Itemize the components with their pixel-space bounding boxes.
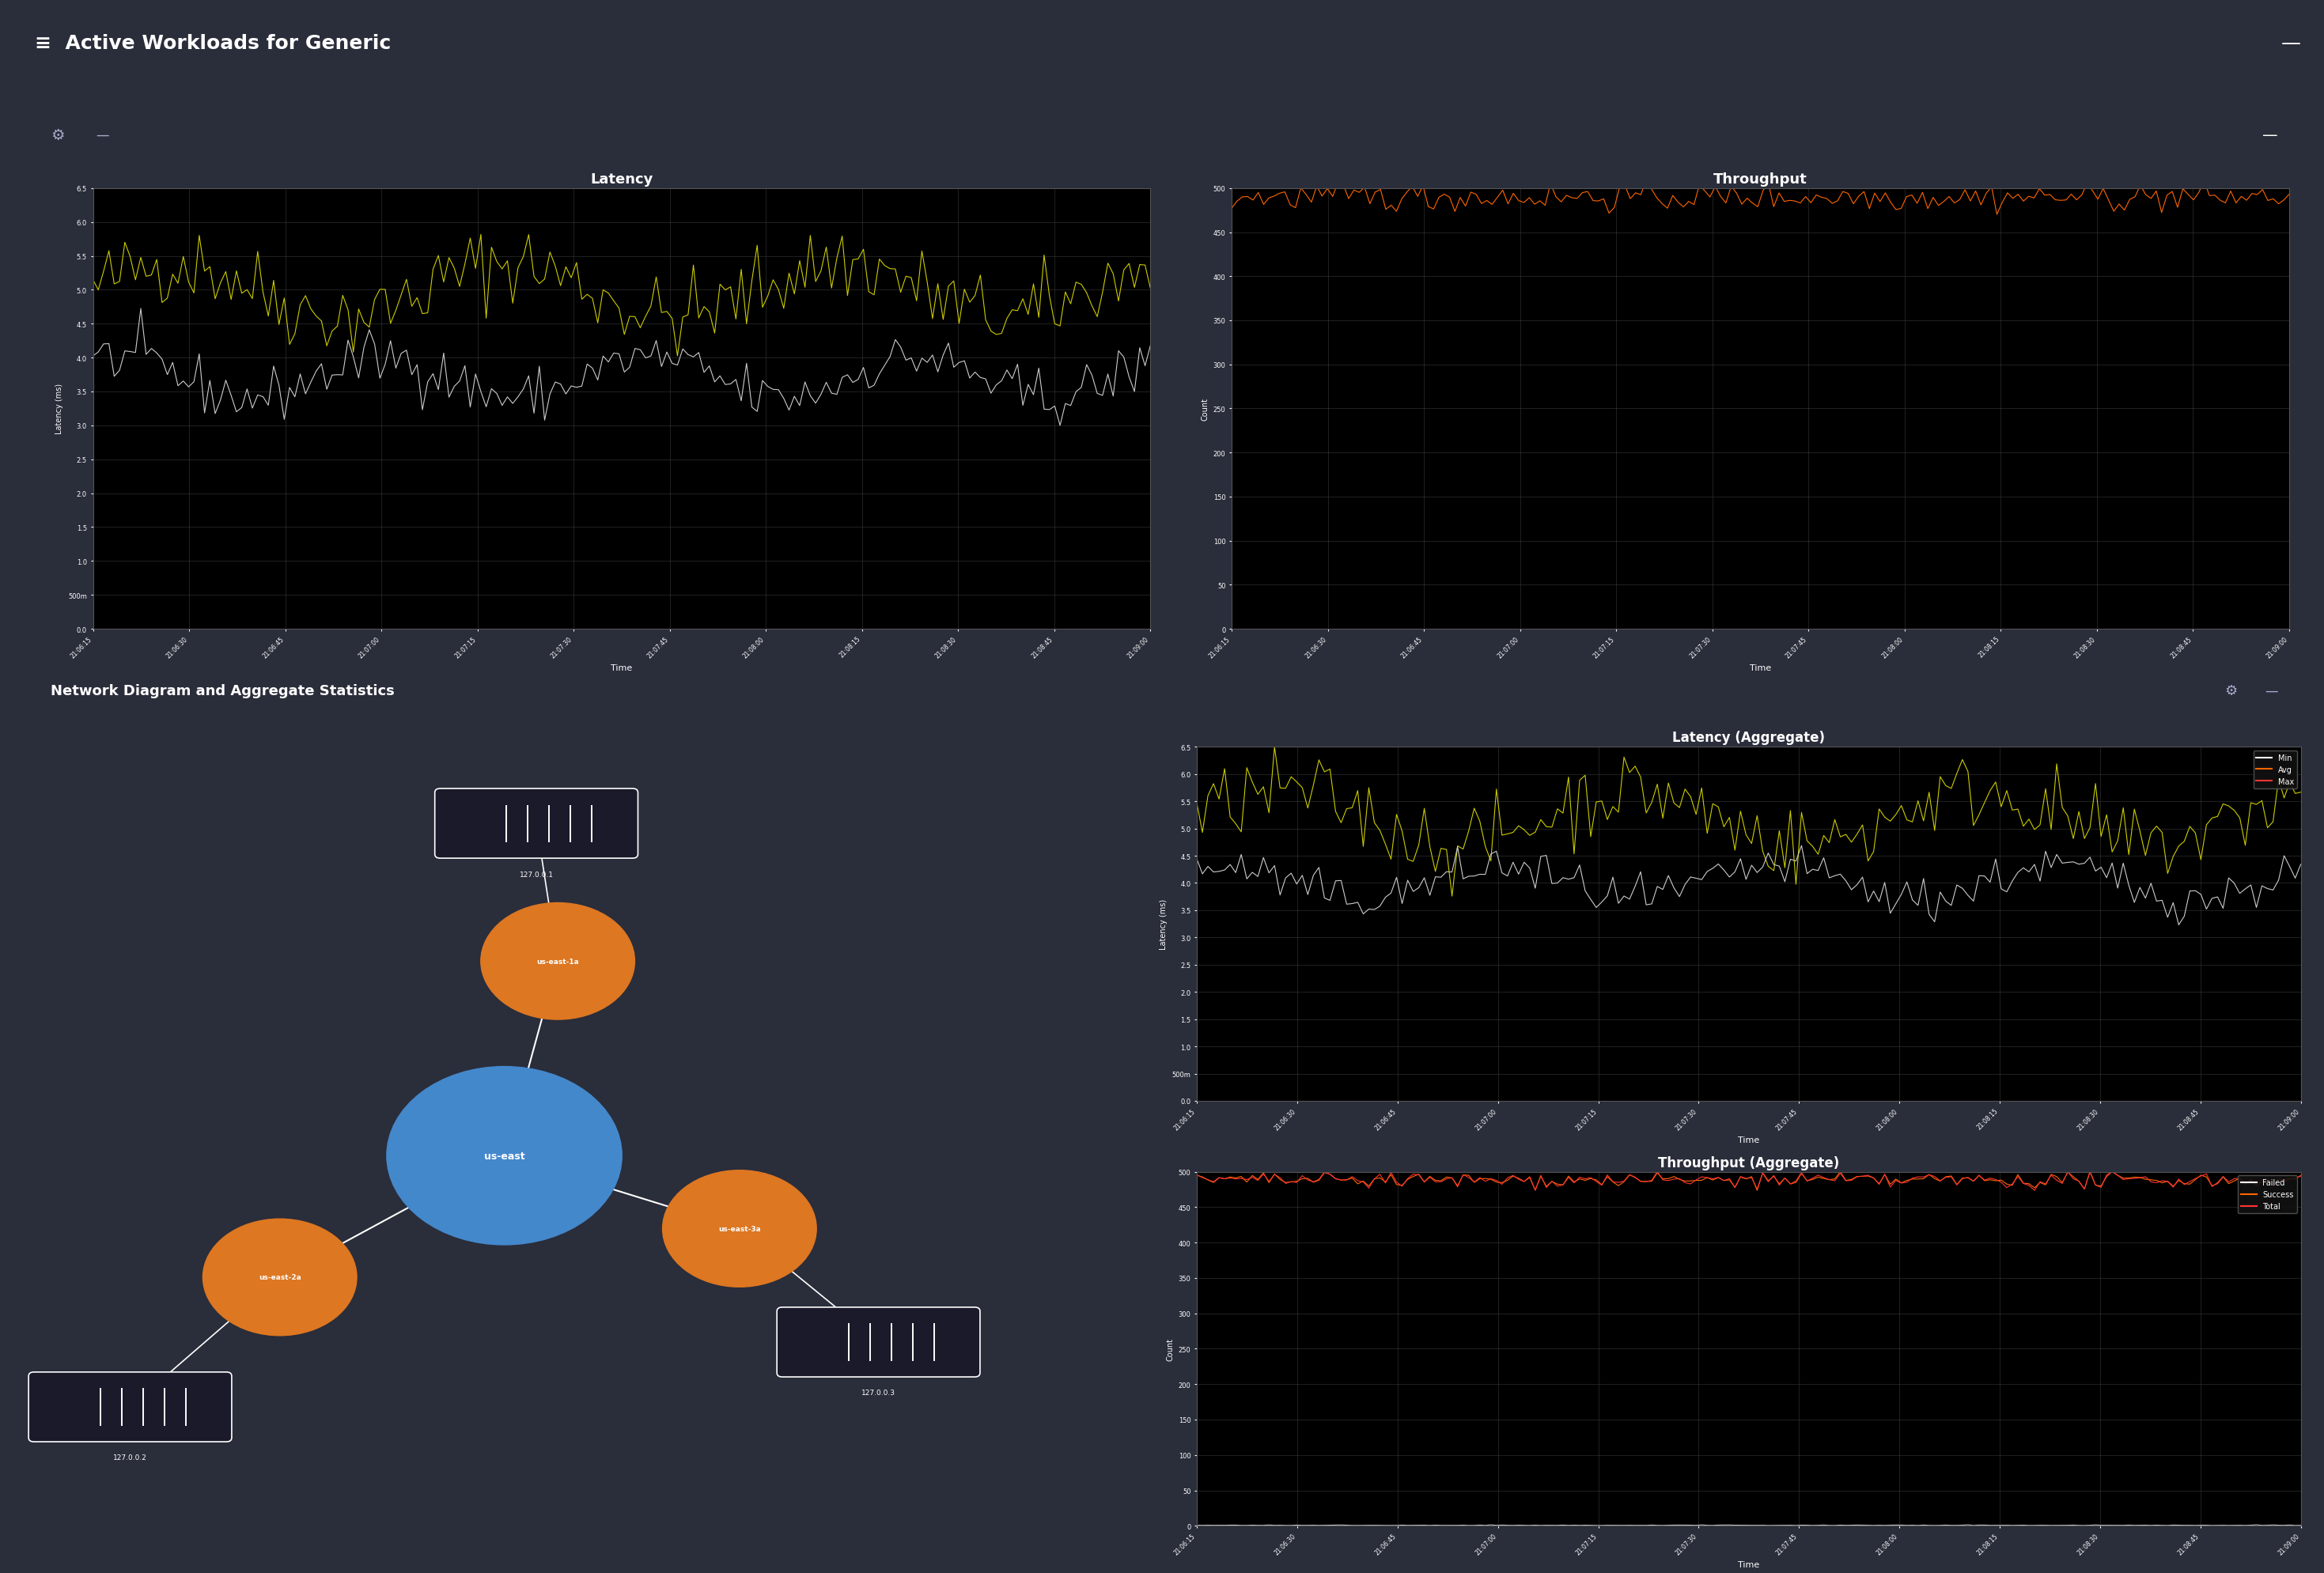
Circle shape (386, 1066, 623, 1244)
Text: Network Diagram and Aggregate Statistics: Network Diagram and Aggregate Statistics (51, 683, 395, 698)
Circle shape (481, 903, 634, 1019)
X-axis label: Time: Time (1750, 664, 1771, 672)
Text: 127.0.0.3: 127.0.0.3 (862, 1389, 895, 1397)
Title: Throughput: Throughput (1713, 171, 1808, 187)
X-axis label: Time: Time (1738, 1560, 1759, 1568)
X-axis label: Time: Time (1738, 1136, 1759, 1144)
Text: us-east-2a: us-east-2a (258, 1274, 302, 1280)
Text: ≡  Active Workloads for Generic: ≡ Active Workloads for Generic (35, 33, 390, 53)
Y-axis label: Latency (ms): Latency (ms) (56, 384, 63, 434)
Y-axis label: Latency (ms): Latency (ms) (1160, 898, 1167, 950)
Text: —: — (2266, 683, 2278, 698)
Y-axis label: Count: Count (1167, 1337, 1174, 1361)
Title: Latency: Latency (590, 171, 653, 187)
Circle shape (662, 1170, 816, 1287)
Text: —: — (2264, 127, 2278, 143)
FancyBboxPatch shape (776, 1307, 981, 1376)
Legend: Min, Avg, Max: Min, Avg, Max (2254, 750, 2296, 788)
Text: 127.0.0.1: 127.0.0.1 (518, 871, 553, 878)
Text: us-east: us-east (483, 1151, 525, 1161)
Text: us-east-1a: us-east-1a (537, 958, 579, 964)
FancyBboxPatch shape (28, 1372, 232, 1442)
Text: —: — (95, 127, 109, 143)
Text: 127.0.0.2: 127.0.0.2 (114, 1453, 146, 1461)
FancyBboxPatch shape (435, 790, 637, 859)
Y-axis label: Count: Count (1202, 398, 1208, 420)
Title: Throughput (Aggregate): Throughput (Aggregate) (1657, 1155, 1841, 1170)
X-axis label: Time: Time (611, 664, 632, 672)
Circle shape (202, 1219, 358, 1335)
Text: —: — (2280, 33, 2301, 53)
Text: ⚙: ⚙ (2224, 683, 2238, 698)
Text: ⚙: ⚙ (51, 127, 65, 143)
Text: us-east-3a: us-east-3a (718, 1225, 760, 1232)
Title: Latency (Aggregate): Latency (Aggregate) (1673, 730, 1824, 746)
Legend: Failed, Success, Total: Failed, Success, Total (2238, 1175, 2296, 1213)
